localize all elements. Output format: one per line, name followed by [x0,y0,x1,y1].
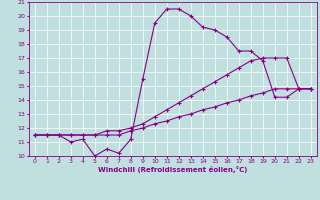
X-axis label: Windchill (Refroidissement éolien,°C): Windchill (Refroidissement éolien,°C) [98,166,247,173]
